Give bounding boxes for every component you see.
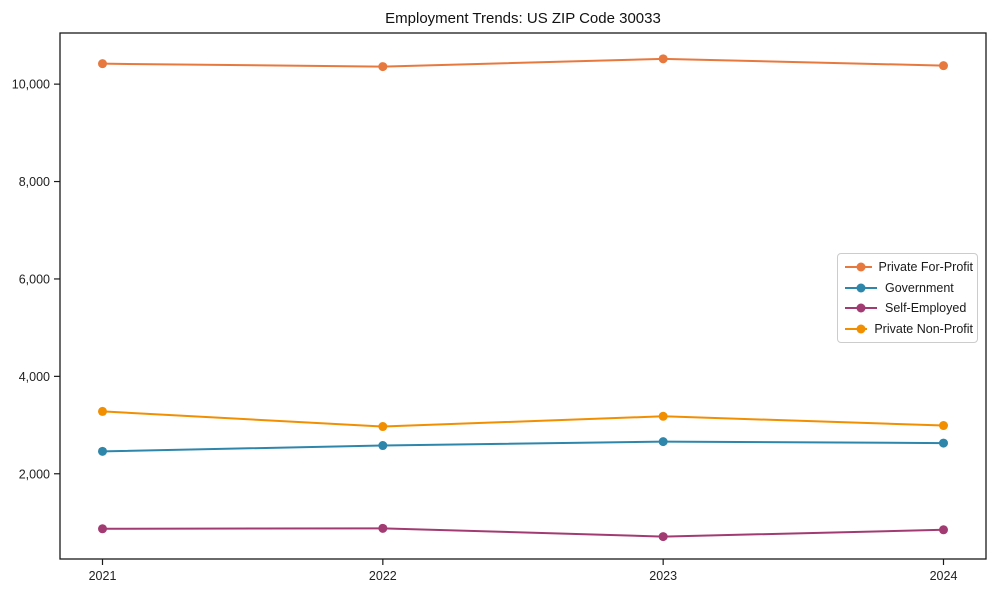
data-point (658, 437, 668, 447)
data-point (98, 59, 107, 69)
series-line (101, 527, 945, 538)
legend-swatch-icon (845, 283, 877, 293)
x-axis: 2021 2022 2023 2024 (89, 559, 958, 583)
data-point (98, 524, 107, 534)
plot-border (59, 32, 987, 560)
legend-marker (856, 303, 866, 313)
y-tick-label: 2,000 (19, 467, 50, 481)
legend-item: Private For-Profit (844, 258, 973, 276)
y-axis: 2,000 4,000 6,000 8,000 10,000 (12, 78, 60, 481)
legend-label: Private Non-Profit (874, 321, 973, 336)
data-point (98, 446, 107, 456)
data-point (378, 62, 388, 72)
y-tick-label: 10,000 (12, 78, 50, 92)
series-self-employed (98, 523, 948, 542)
data-point (939, 421, 948, 431)
legend-swatch-icon (845, 324, 868, 334)
legend-marker (856, 324, 866, 334)
series-private-non-profit (98, 406, 948, 432)
chart-title: Employment Trends: US ZIP Code 30033 (385, 10, 661, 27)
series-line (101, 440, 945, 453)
data-point (658, 532, 668, 542)
data-point (658, 54, 668, 64)
data-point (658, 411, 668, 421)
x-tick-label: 2023 (649, 569, 677, 583)
legend-swatch-icon (845, 303, 877, 313)
data-point (939, 438, 948, 448)
series-line (101, 57, 945, 68)
legend-label: Private For-Profit (878, 260, 973, 275)
legend-marker (856, 262, 866, 272)
legend-swatch-icon (845, 262, 872, 272)
x-tick-label: 2024 (930, 569, 958, 583)
x-tick-label: 2022 (369, 569, 397, 583)
data-point (378, 523, 388, 533)
data-point (378, 422, 388, 432)
legend-label: Self-Employed (885, 301, 967, 316)
legend: Private For-Profit Government Self-Employe… (837, 253, 978, 343)
y-tick-label: 6,000 (19, 272, 50, 286)
series-private-for-profit (98, 54, 948, 72)
series-government (98, 437, 948, 456)
data-point (98, 406, 107, 416)
data-point (939, 525, 948, 535)
data-point (939, 61, 948, 71)
legend-item: Self-Employed (844, 299, 973, 317)
legend-label: Government (885, 280, 954, 295)
legend-item: Government (844, 279, 973, 297)
legend-marker (856, 283, 866, 293)
legend-item: Private Non-Profit (844, 320, 973, 338)
y-tick-label: 4,000 (19, 370, 50, 384)
y-tick-label: 8,000 (19, 175, 50, 189)
x-tick-label: 2021 (89, 569, 117, 583)
series-line (101, 410, 945, 428)
data-point (378, 441, 388, 451)
